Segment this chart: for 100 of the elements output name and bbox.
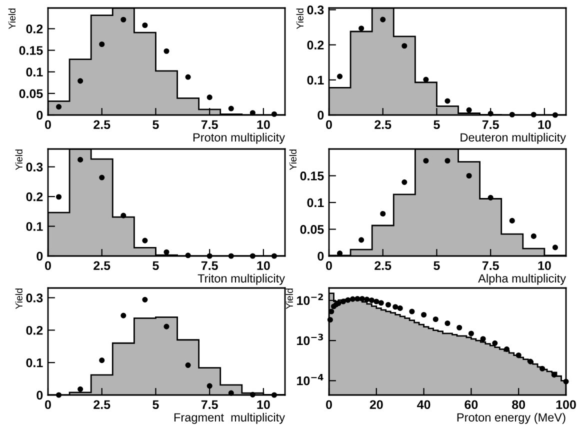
x-axis-title: Triton multiplicity <box>198 274 285 285</box>
point <box>340 298 346 304</box>
x-tick-label: 100 <box>556 400 576 410</box>
point <box>504 346 510 352</box>
point <box>468 330 474 336</box>
x-tick-label: 10 <box>257 261 270 270</box>
point <box>552 244 558 250</box>
point <box>345 297 351 303</box>
point <box>164 48 170 54</box>
point <box>120 16 126 22</box>
point <box>99 41 105 48</box>
x-tick-label: 2.5 <box>94 261 110 270</box>
x-tick-label: 2.5 <box>374 261 392 270</box>
y-tick-label: 10$^{−2}$ <box>297 294 323 305</box>
y-tick-label: 0.3 <box>26 162 43 172</box>
point <box>358 26 364 32</box>
y-tick-label: 0.1 <box>26 68 43 77</box>
x-tick-label: 0 <box>326 400 332 410</box>
point <box>380 16 386 22</box>
point <box>354 296 360 302</box>
y-tick-label: 10$^{−4}$ <box>297 374 324 386</box>
point <box>228 106 234 112</box>
point <box>540 366 546 372</box>
point <box>99 358 105 364</box>
point <box>164 324 170 330</box>
point <box>409 308 415 314</box>
y-tick-label: 0.3 <box>26 294 43 302</box>
x-tick-label: 10 <box>257 120 270 130</box>
x-tick-label: 0 <box>45 400 51 410</box>
point <box>423 76 429 82</box>
point <box>423 158 429 164</box>
x-tick-label: 7.5 <box>201 261 218 270</box>
y-tick-label: 0 <box>318 252 324 261</box>
y-tick-label: 0.1 <box>307 198 324 208</box>
point <box>185 362 191 368</box>
point <box>78 156 84 162</box>
point <box>99 174 105 180</box>
y-tick-label: 0.2 <box>26 192 43 202</box>
y-axis-title: Yield <box>8 8 16 30</box>
x-tick-label: 5 <box>434 261 440 270</box>
point <box>402 179 408 185</box>
x-tick-label: 5 <box>152 120 159 130</box>
x-tick-label: 5 <box>152 400 159 410</box>
point <box>164 249 170 255</box>
point <box>120 312 126 318</box>
point <box>368 297 374 304</box>
x-tick-label: 40 <box>417 400 430 410</box>
point <box>432 316 438 322</box>
point <box>402 43 408 49</box>
point <box>466 107 472 113</box>
y-axis-title: Yield <box>286 288 293 310</box>
x-tick-label: 5 <box>434 120 440 130</box>
y-tick-label: 0.1 <box>26 222 43 231</box>
x-tick-label: 0 <box>326 261 332 270</box>
point <box>444 98 450 104</box>
x-axis-title: Proton multiplicity <box>193 132 285 144</box>
x-tick-label: 7.5 <box>482 261 499 270</box>
y-tick-label: 0.1 <box>307 76 324 85</box>
x-tick-label: 60 <box>464 400 478 410</box>
x-tick-label: 20 <box>370 400 383 410</box>
point <box>185 74 191 80</box>
y-axis-title: Yield <box>15 288 22 310</box>
y-tick-label: 10$^{−3}$ <box>297 334 324 346</box>
y-tick-label: 0 <box>318 110 324 120</box>
point <box>528 358 534 364</box>
point <box>385 302 392 308</box>
point <box>206 94 212 100</box>
point <box>466 172 472 179</box>
x-tick-label: 2.5 <box>94 120 110 130</box>
x-tick-label: 10 <box>257 400 270 410</box>
point <box>374 298 380 304</box>
x-tick-label: 0 <box>45 120 51 130</box>
y-tick-label: 0 <box>36 390 43 400</box>
point <box>444 320 450 326</box>
x-axis-title: Fragment multiplicity <box>174 412 285 424</box>
point <box>56 104 62 110</box>
x-tick-label: 2.5 <box>374 120 392 130</box>
x-tick-label: 7.5 <box>201 120 218 130</box>
y-tick-label: 0.05 <box>300 225 324 234</box>
point <box>397 305 403 311</box>
y-tick-label: 0.2 <box>26 24 43 34</box>
point <box>78 78 84 84</box>
x-axis-title: Proton energy (MeV) <box>457 412 566 424</box>
point <box>142 296 148 302</box>
point <box>120 212 126 218</box>
point <box>530 233 536 239</box>
x-axis-title: Deuteron multiplicity <box>460 132 566 144</box>
y-tick-label: 0.2 <box>26 326 43 335</box>
point <box>378 300 384 306</box>
y-tick-label: 0.15 <box>300 172 324 180</box>
point <box>516 352 522 358</box>
x-tick-label: 10 <box>538 120 551 130</box>
point <box>250 110 256 116</box>
point <box>456 324 462 330</box>
y-tick-label: 0.05 <box>19 89 43 98</box>
x-tick-label: 10 <box>538 261 551 270</box>
x-tick-label: 7.5 <box>201 400 218 410</box>
point <box>488 194 494 200</box>
point <box>359 296 365 302</box>
y-axis-title: Yield <box>289 150 296 170</box>
